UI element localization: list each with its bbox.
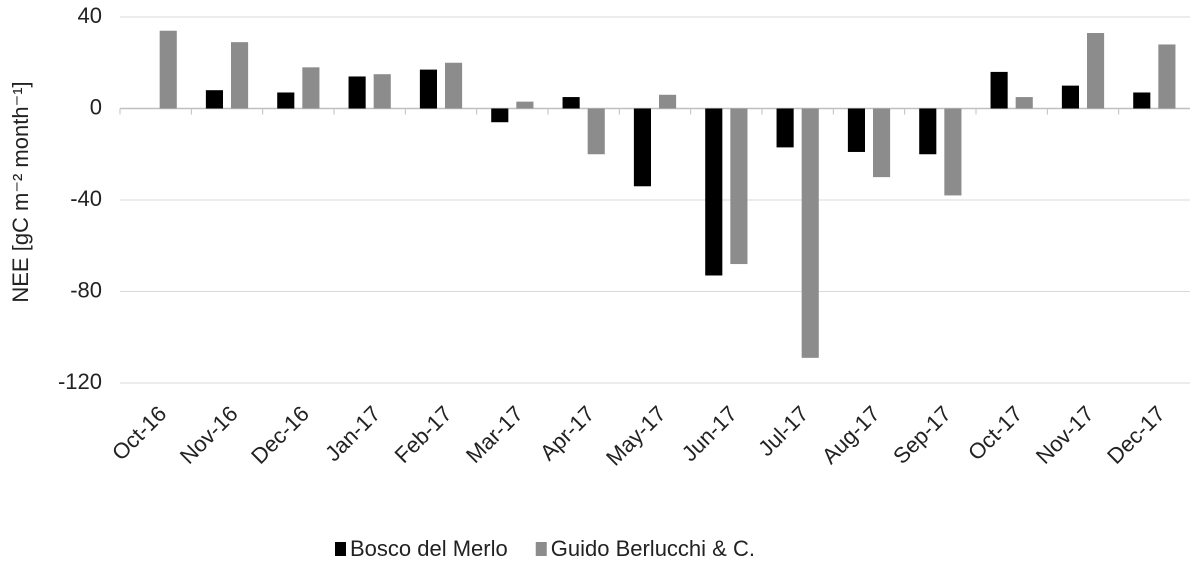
x-tick-label: Sep-17: [888, 401, 956, 469]
bar: [847, 108, 865, 152]
bar: [659, 94, 677, 109]
bar: [990, 71, 1008, 109]
bar: [277, 92, 295, 109]
x-tick-label: Nov-16: [175, 401, 243, 469]
y-tick-label: -120: [58, 369, 102, 394]
x-tick-label: Nov-17: [1031, 401, 1099, 469]
bar: [1133, 92, 1151, 109]
legend-label: Guido Berlucchi & C.: [551, 536, 755, 561]
bar: [1061, 85, 1079, 109]
x-tick-label: Mar-17: [461, 401, 528, 468]
bar: [562, 97, 580, 109]
bar: [1158, 44, 1176, 109]
x-tick-label: Oct-16: [107, 401, 171, 465]
x-tick-label: Aug-17: [817, 401, 885, 469]
y-tick-label: 0: [90, 94, 102, 119]
bar: [302, 67, 320, 109]
bar: [730, 108, 748, 265]
y-tick-label: -40: [70, 186, 102, 211]
x-tick-label: Jan-17: [320, 401, 385, 466]
x-tick-label: Oct-17: [963, 401, 1027, 465]
bar: [801, 108, 819, 358]
legend-swatch: [535, 542, 547, 556]
x-tick-label: Feb-17: [390, 401, 457, 468]
y-axis-label: NEE [gC m⁻² month⁻¹]: [8, 81, 33, 302]
x-tick-label: Dec-17: [1102, 401, 1170, 469]
bar: [944, 108, 962, 196]
legend-swatch: [335, 542, 346, 556]
x-tick-label: Jul-17: [753, 401, 813, 461]
x-tick-label: Apr-17: [535, 401, 599, 465]
bar: [205, 90, 223, 109]
bar: [516, 101, 534, 109]
bar: [587, 108, 605, 155]
bar: [919, 108, 937, 155]
y-tick-label: 40: [78, 3, 102, 28]
y-tick-label: -80: [70, 277, 102, 302]
bar: [231, 42, 249, 109]
bar: [491, 108, 509, 123]
bar: [159, 30, 177, 109]
x-tick-label: May-17: [601, 401, 671, 471]
bar: [633, 108, 651, 187]
bar: [1015, 97, 1033, 109]
bar: [1087, 33, 1105, 109]
bar: [873, 108, 891, 178]
bar: [705, 108, 723, 276]
bar: [419, 69, 437, 109]
bar: [445, 62, 463, 109]
legend-label: Bosco del Merlo: [350, 536, 508, 561]
bar: [348, 76, 366, 109]
x-tick-label: Dec-16: [246, 401, 314, 469]
x-tick-label: Jun-17: [677, 401, 742, 466]
bar: [373, 74, 391, 109]
bar: [776, 108, 794, 148]
